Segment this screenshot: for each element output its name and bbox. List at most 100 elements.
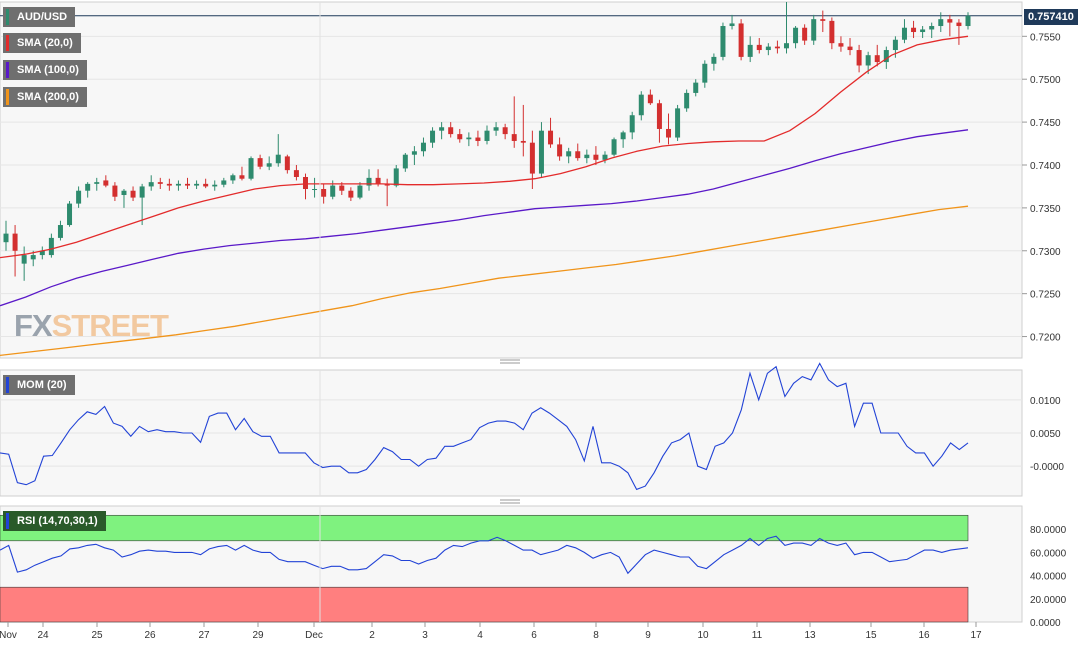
candle-body bbox=[947, 19, 953, 23]
candle-body bbox=[212, 184, 218, 187]
x-tick-label: 25 bbox=[91, 630, 103, 641]
candle-body bbox=[48, 237, 54, 256]
candle-body bbox=[557, 144, 563, 157]
x-tick-label: 10 bbox=[697, 630, 709, 641]
candle-body bbox=[892, 39, 898, 51]
candle-body bbox=[393, 168, 399, 186]
candle-body bbox=[738, 23, 744, 57]
sma20-legend[interactable]: SMA (20,0) bbox=[3, 33, 81, 53]
candle-body bbox=[312, 189, 318, 191]
price-tick-label: 0.7200 bbox=[1030, 333, 1061, 344]
candle-body bbox=[221, 180, 227, 185]
candle-body bbox=[130, 190, 136, 198]
candle-body bbox=[920, 29, 926, 33]
candle-body bbox=[711, 56, 717, 64]
candle-body bbox=[139, 186, 145, 198]
candle-body bbox=[112, 185, 118, 197]
last-price-tag: 0.757410 bbox=[1024, 9, 1078, 25]
candle-body bbox=[538, 130, 544, 174]
candle-body bbox=[411, 151, 417, 155]
candle-body bbox=[230, 175, 236, 181]
mom-tick-label: -0.0000 bbox=[1030, 462, 1064, 473]
candle-body bbox=[457, 134, 463, 140]
candle-body bbox=[203, 183, 209, 187]
candle-body bbox=[965, 15, 971, 27]
candle-body bbox=[566, 151, 572, 157]
x-tick-label: 24 bbox=[37, 630, 49, 641]
rsi-tick-label: 20.0000 bbox=[1030, 595, 1067, 606]
candle-body bbox=[420, 142, 426, 152]
candle-body bbox=[157, 182, 163, 184]
candle-body bbox=[765, 46, 771, 51]
candle-body bbox=[366, 177, 372, 186]
candle-body bbox=[502, 127, 508, 135]
rsi-tick-label: 0.0000 bbox=[1030, 618, 1061, 629]
candle-body bbox=[248, 158, 254, 179]
candle-body bbox=[30, 255, 36, 260]
candle-body bbox=[656, 103, 662, 129]
symbol-label[interactable]: AUD/USD bbox=[3, 7, 76, 27]
mom-legend[interactable]: MOM (20) bbox=[3, 375, 75, 395]
candle-body bbox=[938, 19, 944, 27]
candle-body bbox=[911, 27, 917, 33]
price-mom-divider bbox=[500, 359, 520, 364]
candle-body bbox=[76, 190, 82, 204]
candle-body bbox=[647, 94, 653, 104]
candle-body bbox=[511, 134, 517, 141]
x-tick-label: 3 bbox=[422, 630, 428, 641]
mom-tick-label: 0.0100 bbox=[1030, 396, 1061, 407]
candle-body bbox=[756, 44, 762, 51]
rsi-legend[interactable]: RSI (14,70,30,1) bbox=[3, 511, 106, 531]
price-tick-label: 0.7400 bbox=[1030, 161, 1061, 172]
x-tick-label: 9 bbox=[645, 630, 651, 641]
x-tick-label: 13 bbox=[804, 630, 816, 641]
candle-body bbox=[820, 19, 826, 21]
x-tick-label: 29 bbox=[252, 630, 264, 641]
candle-body bbox=[257, 158, 263, 167]
x-tick-label: 6 bbox=[531, 630, 537, 641]
price-tick-label: 0.7250 bbox=[1030, 290, 1061, 301]
price-bg bbox=[0, 1, 1023, 359]
x-tick-label: 16 bbox=[918, 630, 930, 641]
sma100-legend[interactable]: SMA (100,0) bbox=[3, 60, 87, 80]
candle-body bbox=[838, 43, 844, 47]
candle-body bbox=[956, 22, 962, 27]
candle-body bbox=[793, 27, 799, 44]
candle-body bbox=[12, 233, 18, 251]
x-tick-label: 26 bbox=[144, 630, 156, 641]
candle-body bbox=[548, 130, 554, 145]
candle-body bbox=[629, 115, 635, 133]
rsi-overbought-band bbox=[0, 514, 969, 542]
candle-body bbox=[293, 170, 299, 177]
candle-body bbox=[166, 183, 172, 186]
candle-body bbox=[57, 225, 63, 238]
candle-body bbox=[357, 185, 363, 198]
candle-body bbox=[847, 46, 853, 51]
sma100-line bbox=[0, 129, 969, 307]
candle-body bbox=[148, 182, 154, 187]
sma200-legend[interactable]: SMA (200,0) bbox=[3, 87, 87, 107]
price-tick-label: 0.7300 bbox=[1030, 247, 1061, 258]
candle-body bbox=[3, 233, 9, 243]
candle-body bbox=[484, 130, 490, 141]
candle-body bbox=[21, 255, 27, 264]
candle-body bbox=[402, 154, 408, 169]
x-tick-label: 15 bbox=[865, 630, 877, 641]
candle-body bbox=[348, 190, 354, 198]
candle-body bbox=[747, 44, 753, 57]
candle-body bbox=[330, 185, 336, 197]
x-tick-label: Nov bbox=[0, 630, 17, 641]
candle-body bbox=[430, 130, 436, 143]
candle-body bbox=[520, 140, 526, 143]
candle-body bbox=[284, 156, 290, 171]
x-axis: Nov 24 25 26 27 29 Dec 2 3 4 6 8 9 10 11 13 15 16 17 bbox=[0, 622, 982, 641]
candle-body bbox=[774, 46, 780, 49]
candle-body bbox=[638, 94, 644, 116]
candle-body bbox=[675, 108, 681, 138]
candle-body bbox=[666, 128, 672, 138]
candle-body bbox=[811, 19, 817, 41]
candle-body bbox=[693, 82, 699, 93]
candle-body bbox=[121, 190, 127, 196]
candle-body bbox=[874, 55, 880, 63]
price-tick-label: 0.7450 bbox=[1030, 118, 1061, 129]
